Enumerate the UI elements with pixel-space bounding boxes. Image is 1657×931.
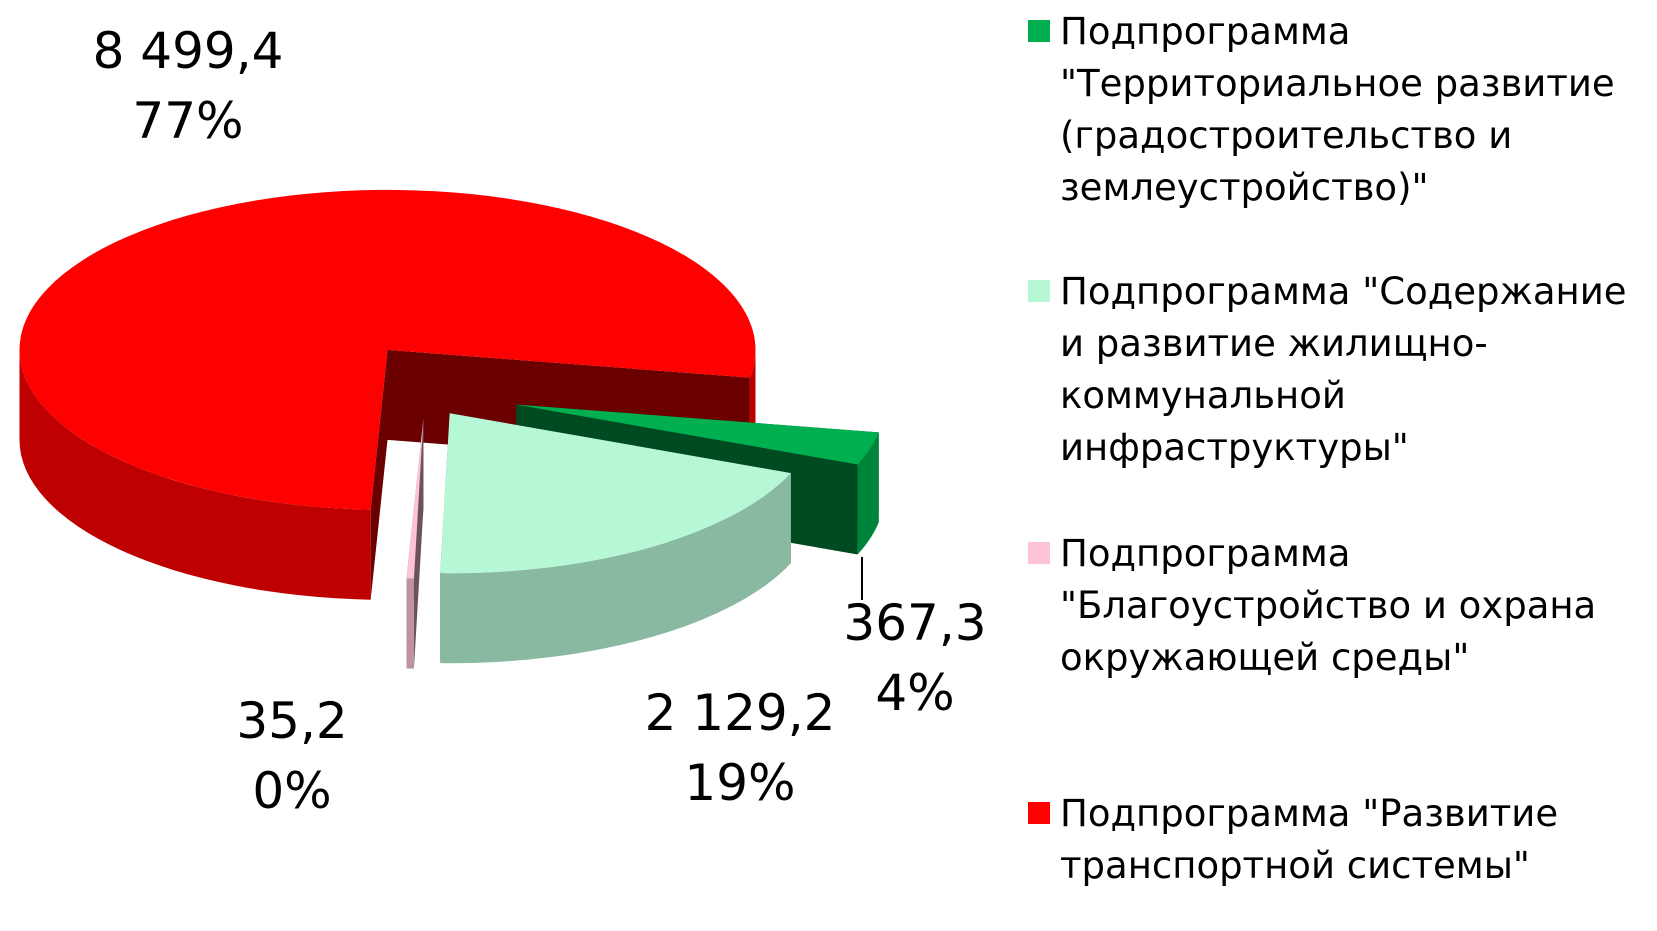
legend-item: Подпрограмма "Территориальное развитие (… <box>1028 6 1628 214</box>
slice-wall <box>440 473 791 664</box>
legend-swatch <box>1028 542 1050 564</box>
legend-swatch <box>1028 802 1050 824</box>
slice-top <box>19 189 756 510</box>
slice <box>440 413 791 664</box>
data-label: 367,3 <box>843 594 986 652</box>
legend-label: Подпрограмма "Содержание и развитие жили… <box>1060 270 1627 469</box>
legend-swatch <box>1028 280 1050 302</box>
legend-label: Подпрограмма "Территориальное развитие (… <box>1060 10 1615 209</box>
data-label-percent: 0% <box>252 762 331 820</box>
slice-wall <box>857 432 879 555</box>
data-label-percent: 77% <box>132 92 243 150</box>
legend-swatch <box>1028 20 1050 42</box>
slice-wall <box>406 578 414 669</box>
pie-area: 367,3 4% 2 129,2 19% 35,2 0% 8 499,4 77% <box>19 22 987 820</box>
data-label: 2 129,2 <box>645 684 836 742</box>
data-label-percent: 19% <box>684 754 795 812</box>
data-label: 35,2 <box>236 692 347 750</box>
slice-top <box>406 418 424 579</box>
data-label: 8 499,4 <box>93 22 284 80</box>
legend-item: Подпрограмма "Содержание и развитие жили… <box>1028 266 1628 474</box>
slice <box>406 418 424 669</box>
slice-top <box>440 413 791 574</box>
legend-label: Подпрограмма "Развитие транспортной сист… <box>1060 792 1559 887</box>
slice-side <box>370 349 388 600</box>
legend-item: Подпрограмма "Благоустройство и охрана о… <box>1028 528 1628 684</box>
slice-top <box>516 404 879 465</box>
legend-label: Подпрограмма "Благоустройство и охрана о… <box>1060 532 1597 679</box>
slice-wall <box>19 349 371 600</box>
legend-item: Подпрограмма "Развитие транспортной сист… <box>1028 788 1628 892</box>
data-label-percent: 4% <box>875 664 954 722</box>
